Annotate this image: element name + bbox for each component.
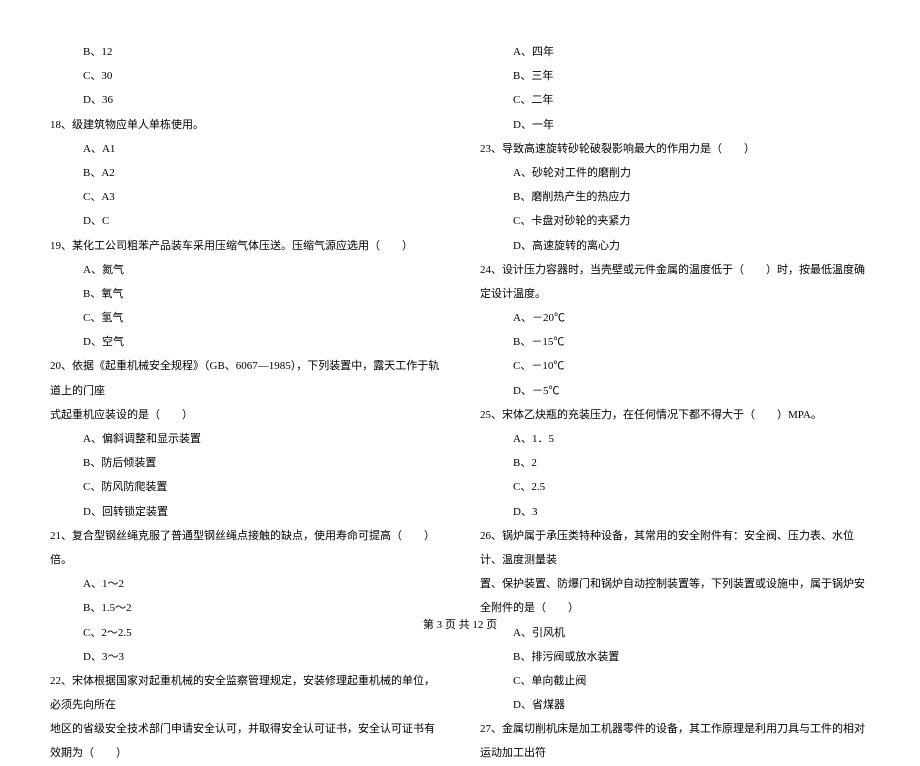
- option: A、四年: [480, 40, 870, 64]
- question-21: 21、复合型钢丝绳克服了普通型钢丝绳点接触的缺点，使用寿命可提高（ ）倍。: [50, 524, 440, 572]
- right-column: A、四年 B、三年 C、二年 D、一年 23、导致高速旋转砂轮破裂影响最大的作用…: [460, 40, 870, 610]
- option: C、二年: [480, 88, 870, 112]
- option: C、2～2.5: [50, 621, 440, 645]
- left-column: B、12 C、30 D、36 18、级建筑物应单人单栋使用。 A、A1 B、A2…: [50, 40, 460, 610]
- option: B、－15℃: [480, 330, 870, 354]
- option: A、引风机: [480, 621, 870, 645]
- option: B、12: [50, 40, 440, 64]
- question-18: 18、级建筑物应单人单栋使用。: [50, 113, 440, 137]
- option: A、1．5: [480, 427, 870, 451]
- option: D、36: [50, 88, 440, 112]
- question-25: 25、宋体乙炔瓶的充装压力，在任何情况下都不得大于（ ）MPA。: [480, 403, 870, 427]
- option: D、一年: [480, 113, 870, 137]
- option: B、2: [480, 451, 870, 475]
- option: D、3～3: [50, 645, 440, 669]
- question-20-line2: 式起重机应装设的是（ ）: [50, 403, 440, 427]
- question-22-line2: 地区的省级安全技术部门申请安全认可，并取得安全认可证书，安全认可证书有效期为（ …: [50, 717, 440, 765]
- option: D、C: [50, 209, 440, 233]
- question-27: 27、金属切削机床是加工机器零件的设备，其工作原理是利用刀具与工件的相对运动加工…: [480, 717, 870, 765]
- option: D、－5℃: [480, 379, 870, 403]
- option: D、高速旋转的离心力: [480, 234, 870, 258]
- option: B、1.5～2: [50, 596, 440, 620]
- question-19: 19、某化工公司粗苯产品装车采用压缩气体压送。压缩气源应选用（ ）: [50, 234, 440, 258]
- option: B、防后倾装置: [50, 451, 440, 475]
- option: A、砂轮对工件的磨削力: [480, 161, 870, 185]
- option: C、防风防爬装置: [50, 475, 440, 499]
- option: C、单向截止阀: [480, 669, 870, 693]
- question-26-line2: 置、保护装置、防爆门和锅炉自动控制装置等，下列装置或设施中，属于锅炉安全附件的是…: [480, 572, 870, 620]
- option: A、1～2: [50, 572, 440, 596]
- option: B、磨削热产生的热应力: [480, 185, 870, 209]
- option: B、A2: [50, 161, 440, 185]
- option: C、－10℃: [480, 354, 870, 378]
- option: A、A1: [50, 137, 440, 161]
- option: B、氧气: [50, 282, 440, 306]
- option: C、30: [50, 64, 440, 88]
- option: D、空气: [50, 330, 440, 354]
- question-20-line1: 20、依据《起重机械安全规程》（GB、6067—1985），下列装置中，露天工作…: [50, 354, 440, 402]
- option: A、－20℃: [480, 306, 870, 330]
- option: C、氢气: [50, 306, 440, 330]
- question-26-line1: 26、锅炉属于承压类特种设备，其常用的安全附件有：安全阀、压力表、水位计、温度测…: [480, 524, 870, 572]
- option: A、氮气: [50, 258, 440, 282]
- option: D、省煤器: [480, 693, 870, 717]
- question-23: 23、导致高速旋转砂轮破裂影响最大的作用力是（ ）: [480, 137, 870, 161]
- option: D、3: [480, 500, 870, 524]
- option: D、回转锁定装置: [50, 500, 440, 524]
- option: C、A3: [50, 185, 440, 209]
- option: B、排污阀或放水装置: [480, 645, 870, 669]
- option: C、卡盘对砂轮的夹紧力: [480, 209, 870, 233]
- question-24: 24、设计压力容器时，当壳壁或元件金属的温度低于（ ）时，按最低温度确定设计温度…: [480, 258, 870, 306]
- option: B、三年: [480, 64, 870, 88]
- option: A、偏斜调整和显示装置: [50, 427, 440, 451]
- question-22-line1: 22、宋体根据国家对起重机械的安全监察管理规定，安装修理起重机械的单位，必须先向…: [50, 669, 440, 717]
- option: C、2.5: [480, 475, 870, 499]
